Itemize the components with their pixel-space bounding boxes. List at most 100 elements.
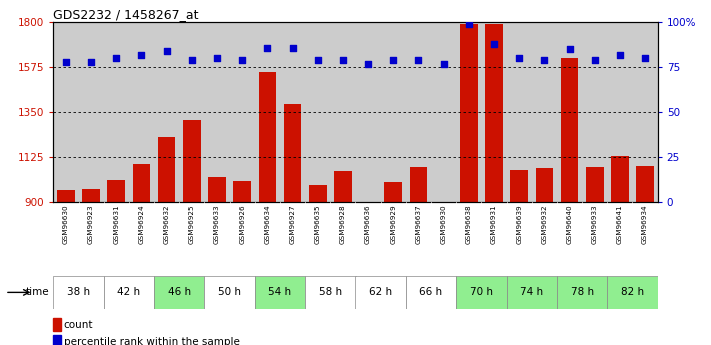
Point bbox=[614, 52, 626, 58]
Bar bbox=[380, 22, 406, 202]
Bar bbox=[406, 22, 431, 202]
Bar bbox=[557, 276, 607, 309]
Text: percentile rank within the sample: percentile rank within the sample bbox=[63, 337, 240, 345]
Text: GSM96934: GSM96934 bbox=[642, 204, 648, 244]
Text: 70 h: 70 h bbox=[470, 287, 493, 297]
Point bbox=[363, 61, 374, 67]
Bar bbox=[356, 276, 406, 309]
Point bbox=[513, 56, 525, 61]
Bar bbox=[385, 182, 402, 202]
Bar bbox=[104, 22, 129, 202]
Text: GDS2232 / 1458267_at: GDS2232 / 1458267_at bbox=[53, 8, 199, 21]
Bar bbox=[53, 335, 61, 345]
Text: GSM96924: GSM96924 bbox=[139, 204, 144, 244]
Point bbox=[111, 56, 122, 61]
Text: GSM96632: GSM96632 bbox=[164, 204, 170, 244]
Text: 42 h: 42 h bbox=[117, 287, 141, 297]
Point bbox=[438, 61, 449, 67]
Point bbox=[337, 57, 348, 63]
Text: GSM96928: GSM96928 bbox=[340, 204, 346, 244]
Bar bbox=[255, 22, 280, 202]
Text: GSM96639: GSM96639 bbox=[516, 204, 522, 244]
Bar bbox=[611, 156, 629, 202]
Bar bbox=[154, 276, 205, 309]
Text: GSM96925: GSM96925 bbox=[189, 204, 195, 244]
Bar bbox=[561, 58, 578, 202]
Text: GSM96630: GSM96630 bbox=[63, 204, 69, 244]
Text: 62 h: 62 h bbox=[369, 287, 392, 297]
Bar bbox=[334, 171, 352, 202]
Bar bbox=[259, 72, 276, 202]
Text: 82 h: 82 h bbox=[621, 287, 644, 297]
Bar bbox=[506, 276, 557, 309]
Text: GSM96930: GSM96930 bbox=[441, 204, 447, 244]
Bar bbox=[53, 318, 61, 331]
Bar bbox=[104, 276, 154, 309]
Point bbox=[413, 57, 424, 63]
Bar bbox=[331, 22, 356, 202]
Bar bbox=[506, 22, 532, 202]
Text: 58 h: 58 h bbox=[319, 287, 342, 297]
Bar bbox=[205, 276, 255, 309]
Point bbox=[564, 47, 575, 52]
Bar bbox=[53, 276, 104, 309]
Text: GSM96637: GSM96637 bbox=[415, 204, 422, 244]
Point bbox=[186, 57, 198, 63]
Bar bbox=[557, 22, 582, 202]
Text: 66 h: 66 h bbox=[419, 287, 443, 297]
Bar bbox=[255, 276, 305, 309]
Point bbox=[161, 48, 172, 54]
Text: GSM96929: GSM96929 bbox=[390, 204, 396, 244]
Bar bbox=[107, 180, 125, 202]
Bar bbox=[456, 22, 481, 202]
Text: GSM96640: GSM96640 bbox=[567, 204, 572, 244]
Bar bbox=[435, 202, 452, 208]
Point bbox=[639, 56, 651, 61]
Bar bbox=[183, 120, 201, 202]
Text: GSM96633: GSM96633 bbox=[214, 204, 220, 244]
Text: 54 h: 54 h bbox=[268, 287, 292, 297]
Bar bbox=[82, 189, 100, 202]
Bar bbox=[456, 276, 506, 309]
Bar bbox=[535, 168, 553, 202]
Bar bbox=[633, 22, 658, 202]
Text: GSM96638: GSM96638 bbox=[466, 204, 472, 244]
Bar bbox=[133, 164, 150, 202]
Text: GSM96641: GSM96641 bbox=[617, 204, 623, 244]
Bar bbox=[636, 166, 654, 202]
Point bbox=[237, 57, 248, 63]
Text: 38 h: 38 h bbox=[67, 287, 90, 297]
Point bbox=[488, 41, 500, 47]
Point bbox=[136, 52, 147, 58]
Bar bbox=[481, 22, 506, 202]
Point bbox=[262, 45, 273, 50]
Text: GSM96636: GSM96636 bbox=[365, 204, 371, 244]
Point bbox=[312, 57, 324, 63]
Text: count: count bbox=[63, 320, 93, 329]
Bar bbox=[532, 22, 557, 202]
Bar bbox=[78, 22, 104, 202]
Bar bbox=[406, 276, 456, 309]
Text: 78 h: 78 h bbox=[570, 287, 594, 297]
Bar bbox=[485, 24, 503, 202]
Point bbox=[85, 59, 97, 65]
Point bbox=[60, 59, 72, 65]
Bar bbox=[154, 22, 179, 202]
Bar bbox=[410, 167, 427, 202]
Bar bbox=[356, 22, 380, 202]
Text: GSM96931: GSM96931 bbox=[491, 204, 497, 244]
Bar bbox=[359, 202, 377, 208]
Bar bbox=[233, 181, 251, 202]
Bar bbox=[179, 22, 205, 202]
Bar bbox=[284, 104, 301, 202]
Bar bbox=[305, 22, 331, 202]
Bar bbox=[309, 185, 326, 202]
Bar bbox=[205, 22, 230, 202]
Text: time: time bbox=[26, 287, 50, 297]
Bar bbox=[607, 22, 633, 202]
Text: GSM96927: GSM96927 bbox=[289, 204, 296, 244]
Bar bbox=[607, 276, 658, 309]
Text: GSM96926: GSM96926 bbox=[239, 204, 245, 244]
Text: GSM96923: GSM96923 bbox=[88, 204, 94, 244]
Text: 46 h: 46 h bbox=[168, 287, 191, 297]
